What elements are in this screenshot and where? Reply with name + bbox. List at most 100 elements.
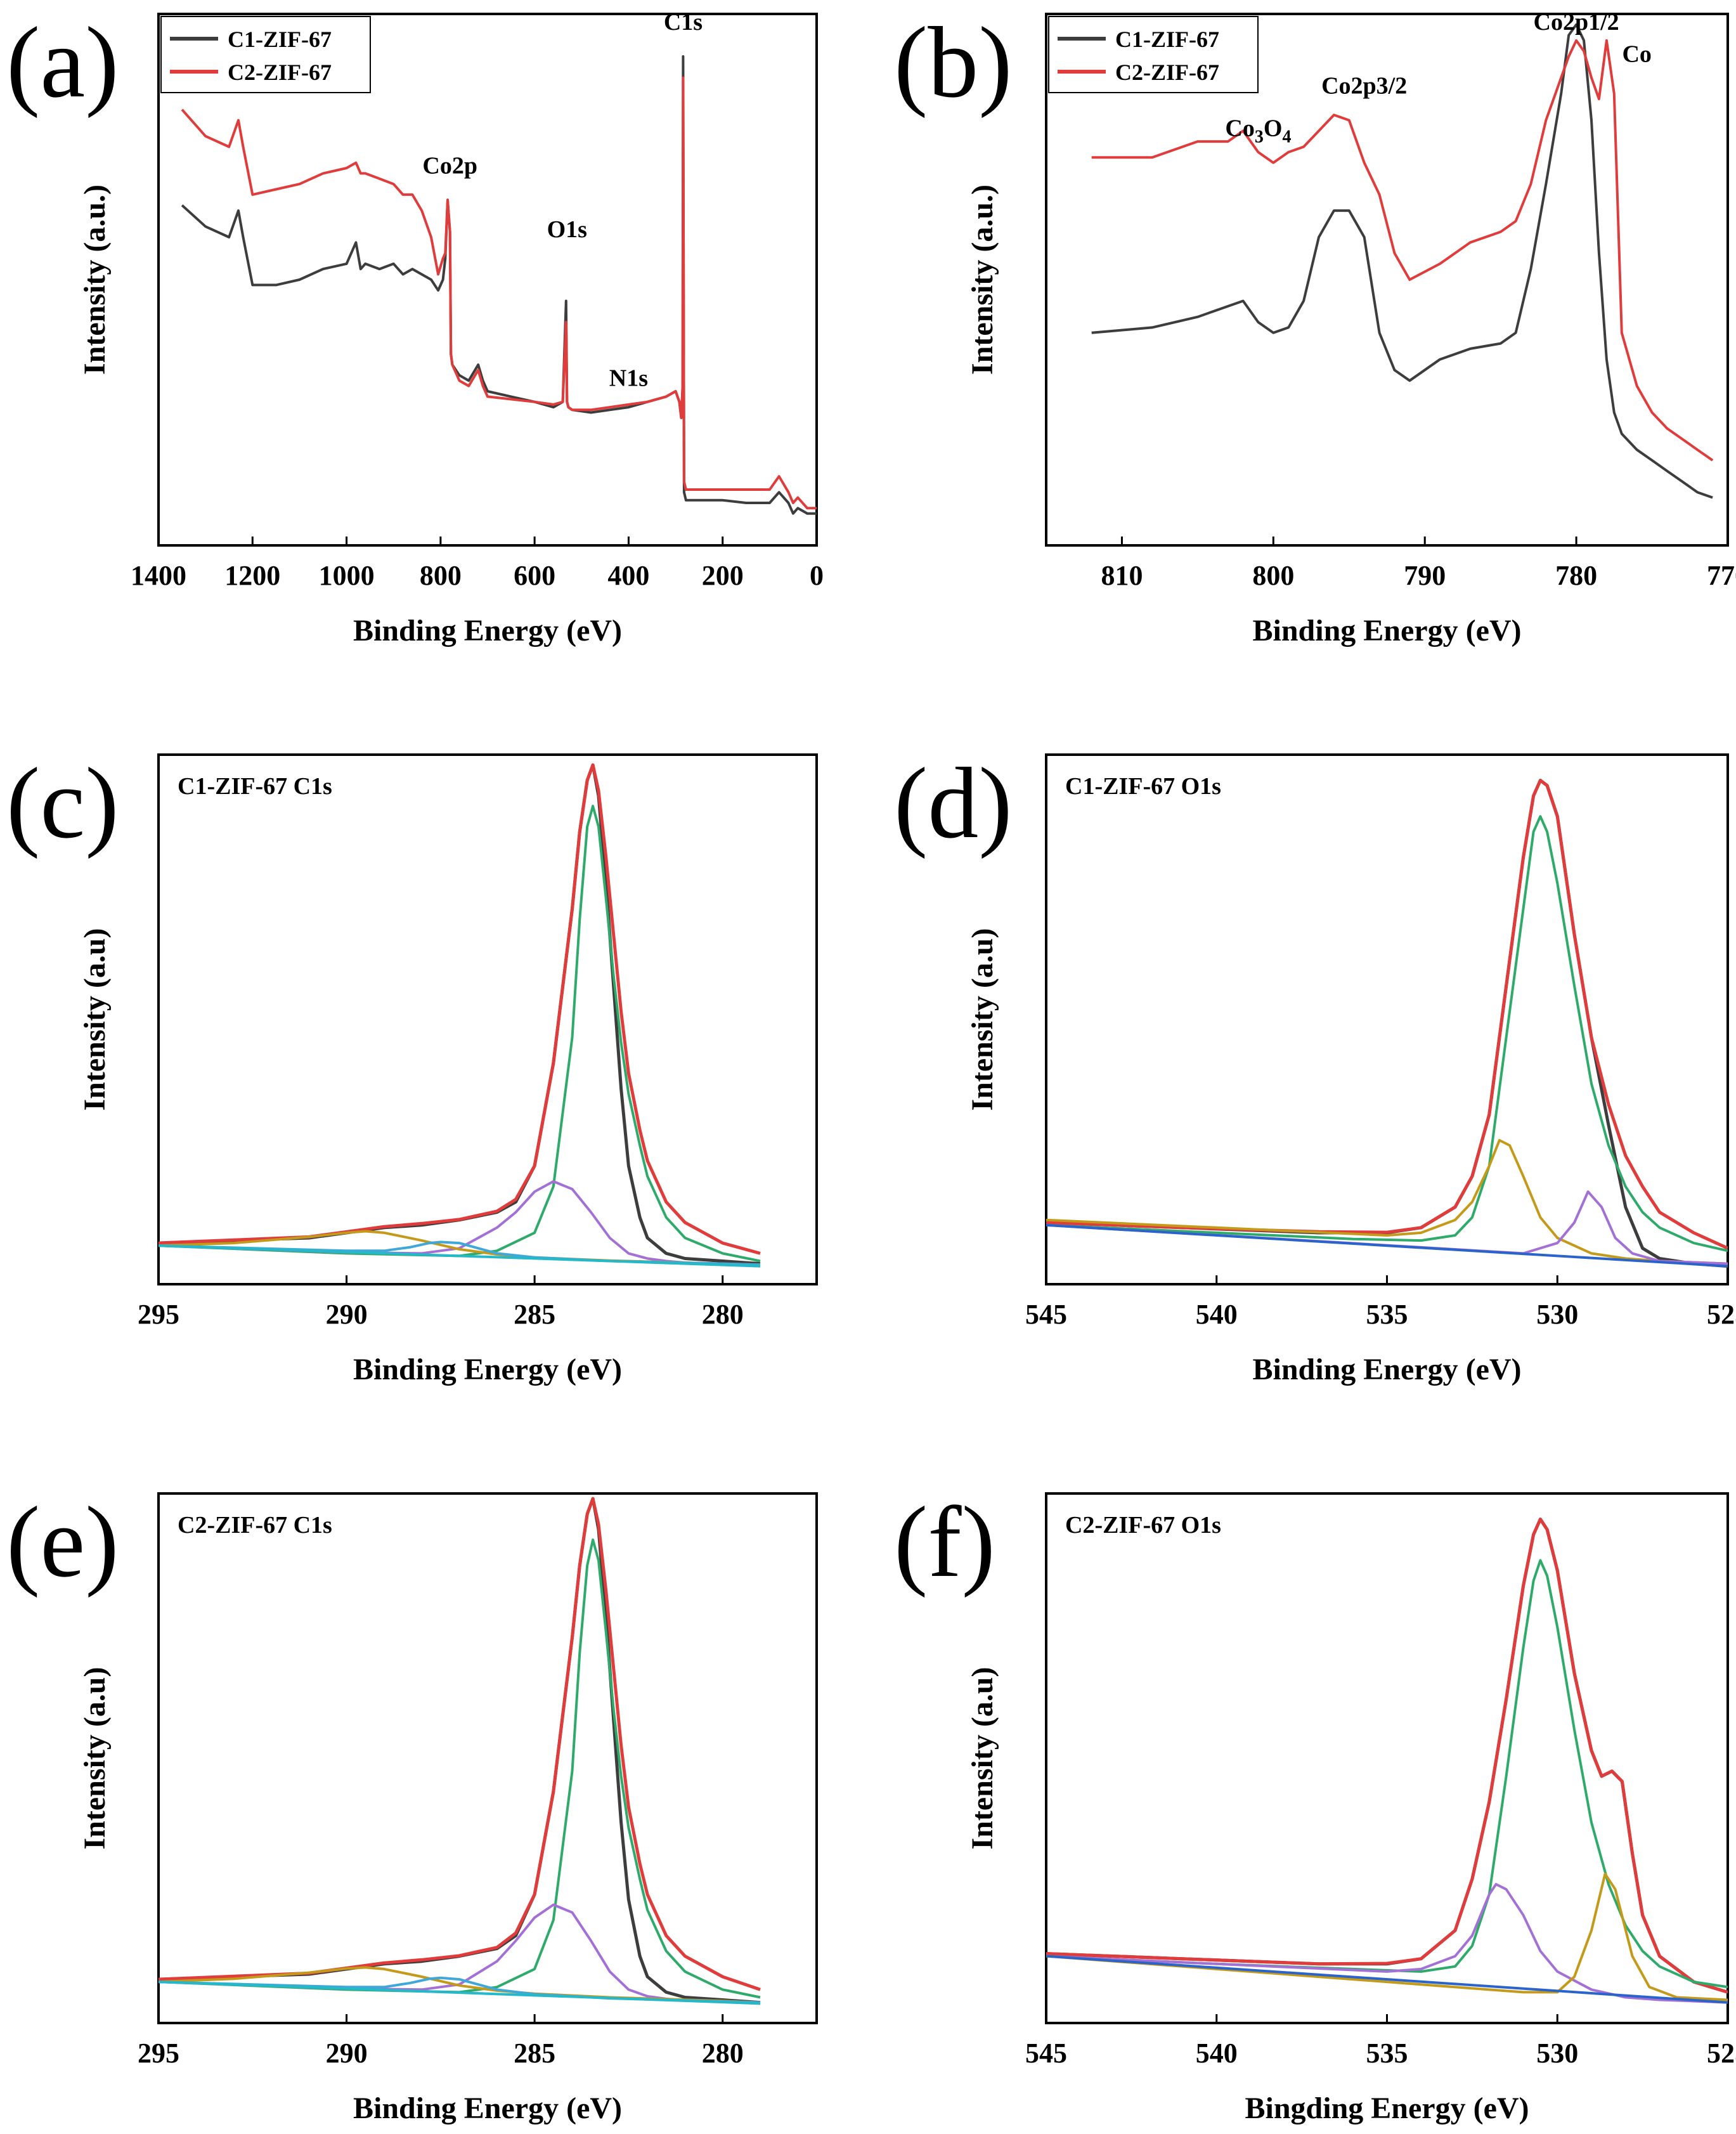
panel-label-e: (e) (6, 1485, 119, 1598)
x-axis-title-a: Binding Energy (eV) (353, 614, 622, 647)
x-tick-label-e: 290 (326, 2038, 368, 2069)
plot-frame-b (1045, 13, 1729, 547)
x-axis-title-f: Bingding Energy (eV) (1245, 2092, 1529, 2125)
x-tick-label-e: 285 (514, 2038, 555, 2069)
x-axis-title-b: Binding Energy (eV) (1252, 614, 1521, 647)
y-axis-title-a: Intensity (a.u.) (78, 185, 112, 375)
x-tick-label-a: 800 (420, 560, 462, 591)
x-tick-label-a: 400 (607, 560, 649, 591)
x-tick-label-b: 800 (1252, 560, 1294, 591)
y-axis-title-b: Intensity (a.u.) (966, 185, 999, 375)
series-line-d-o-h (1046, 1139, 1728, 1265)
series-line-b-c1-zif-67 (1091, 23, 1713, 499)
x-tick-label-b: 790 (1404, 560, 1446, 591)
panel-title-d: C1-ZIF-67 O1s (1065, 773, 1221, 800)
x-tick-label-a: 1200 (224, 560, 280, 591)
annotation-a: O1s (547, 216, 587, 243)
annotation-a: N1s (609, 365, 648, 392)
series-line-f-background (1046, 1955, 1728, 2004)
y-axis-title-f: Intensity (a.u) (966, 1667, 999, 1849)
series-group-b (1091, 23, 1714, 499)
plot-frame-a (157, 13, 818, 547)
legend-label-a: C1-ZIF-67 (228, 27, 332, 52)
legend-a: C1-ZIF-67 C2-ZIF-67 (160, 16, 371, 93)
annotation-b: Co2p3/2 (1321, 73, 1407, 100)
y-axis-title-e: Intensity (a.u) (78, 1667, 112, 1849)
series-group-e (159, 1497, 761, 2005)
x-tick-label-a: 200 (702, 560, 744, 591)
series-line-c-raw (159, 763, 761, 1266)
panel-title-e: C2-ZIF-67 C1s (178, 1512, 332, 1539)
plot-frame-e (157, 1492, 818, 2024)
panel-label-a: (a) (6, 6, 119, 119)
annotation-b: Co3O4 (1225, 115, 1291, 147)
series-line-d-background (1046, 1223, 1728, 1268)
panel-label-d: (d) (894, 746, 1013, 859)
x-tick-label-c: 280 (702, 1299, 744, 1330)
series-line-d-raw (1046, 779, 1728, 1268)
series-line-f-lattice-o (1046, 1559, 1728, 1989)
x-tick-label-d: 545 (1025, 1299, 1067, 1330)
x-tick-label-b: 780 (1555, 560, 1597, 591)
panel-b: (b) 810 800 790 780 770 Binding Energy (eV) Int… (894, 6, 1736, 647)
series-line-f-o-h (1046, 1883, 1728, 2004)
legend-b: C1-ZIF-67 C2-ZIF-67 (1048, 16, 1259, 93)
legend-label-b: C1-ZIF-67 (1115, 27, 1219, 52)
x-tick-label-e: 280 (702, 2038, 744, 2069)
series-line-d-co-o (1046, 1190, 1728, 1265)
panel-label-f: (f) (894, 1485, 995, 1598)
x-tick-label-c: 285 (514, 1299, 555, 1330)
series-line-e-c-c (159, 1539, 761, 1999)
panel-title-f: C2-ZIF-67 O1s (1065, 1512, 1221, 1539)
series-line-e-o-c-o (159, 1976, 761, 2004)
series-line-c-c-n (159, 1180, 761, 1268)
x-tick-label-f: 540 (1196, 2038, 1238, 2069)
series-line-f-envelope (1046, 1518, 1728, 1994)
x-tick-label-a: 1400 (131, 560, 186, 591)
panel-a: (a) 1400 1200 1000 800 600 400 200 0 Binding Ener… (6, 6, 824, 647)
series-line-d-envelope (1046, 779, 1728, 1250)
series-line-c-c-c (159, 805, 761, 1263)
x-tick-label-b: 810 (1101, 560, 1143, 591)
annotation-a: C1s (664, 9, 703, 36)
series-line-d-lattice-o (1046, 815, 1728, 1252)
x-tick-label-b: 770 (1707, 560, 1736, 591)
x-axis-title-d: Binding Energy (eV) (1252, 1353, 1521, 1386)
annotation-b: Co (1622, 41, 1651, 67)
series-line-e-envelope (159, 1497, 761, 1991)
legend-box-b (1048, 16, 1259, 93)
x-axis-title-e: Binding Energy (eV) (353, 2092, 622, 2125)
x-tick-label-d: 540 (1196, 1299, 1238, 1330)
series-group-d (1046, 779, 1728, 1268)
series-line-a-c1-zif-67 (181, 55, 817, 515)
legend-label-a: C2-ZIF-67 (228, 60, 332, 85)
x-tick-label-d: 525 (1707, 1299, 1736, 1330)
series-group-f (1046, 1518, 1728, 2004)
annotation-b: Co2p1/2 (1534, 9, 1619, 36)
series-line-e-raw (159, 1497, 761, 2005)
x-tick-label-f: 525 (1707, 2038, 1736, 2069)
series-line-c-envelope (159, 763, 761, 1255)
legend-label-b: C2-ZIF-67 (1115, 60, 1219, 85)
panel-label-b: (b) (894, 6, 1013, 119)
panel-c: (c) 295 290 285 280 Binding Energy (eV) Intens… (6, 746, 818, 1386)
series-line-f-co-o (1046, 1872, 1728, 2001)
plot-frame-f (1045, 1492, 1729, 2024)
x-tick-label-a: 600 (514, 560, 555, 591)
series-line-a-c2-zif-67 (181, 76, 817, 510)
x-axis-title-c: Binding Energy (eV) (353, 1353, 622, 1386)
x-tick-label-e: 295 (138, 2038, 179, 2069)
panel-d: (d) 545 540 535 530 525 Binding Energy (eV) Int… (894, 746, 1736, 1386)
series-line-b-c2-zif-67 (1091, 39, 1714, 462)
x-tick-label-a: 1000 (319, 560, 375, 591)
x-tick-label-f: 535 (1366, 2038, 1408, 2069)
x-tick-label-f: 530 (1536, 2038, 1578, 2069)
y-axis-title-c: Intensity (a.u) (78, 928, 112, 1110)
panel-label-c: (c) (6, 746, 119, 859)
x-tick-label-f: 545 (1025, 2038, 1067, 2069)
x-tick-label-c: 290 (326, 1299, 368, 1330)
legend-box-a (160, 16, 371, 93)
x-tick-label-c: 295 (138, 1299, 179, 1330)
annotation-a: Co2p (422, 152, 477, 179)
